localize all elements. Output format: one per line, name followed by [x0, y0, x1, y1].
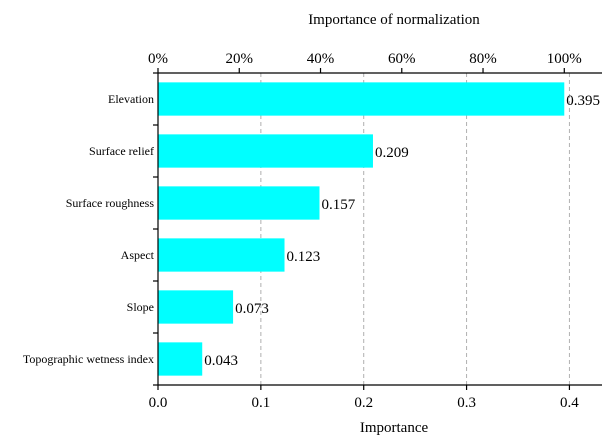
bar	[158, 134, 373, 168]
category-label: Surface roughness	[66, 196, 155, 210]
bar-layer	[158, 82, 565, 376]
category-label: Surface relief	[89, 144, 154, 158]
axis-layer	[153, 68, 602, 390]
bar	[158, 186, 320, 220]
x-axis-title: Importance	[360, 420, 429, 436]
category-label: Aspect	[121, 248, 155, 262]
bar-value-label: 0.043	[204, 353, 238, 369]
x-tick-label: 0.1	[251, 395, 270, 411]
grid-layer	[260, 73, 570, 385]
x-tick-label: 0.0	[149, 395, 168, 411]
bar	[158, 290, 234, 324]
category-label: Slope	[127, 300, 154, 314]
bar	[158, 342, 203, 376]
category-label: Topographic wetness index	[23, 352, 154, 366]
x-tick-label: 0.2	[354, 395, 373, 411]
bar-value-label: 0.123	[287, 249, 321, 265]
top-tick-label: 20%	[226, 51, 254, 67]
x-tick-label: 0.3	[457, 395, 476, 411]
bar-value-label: 0.157	[321, 197, 355, 213]
top-tick-label: 40%	[307, 51, 335, 67]
bar-value-label: 0.073	[235, 301, 269, 317]
top-tick-label: 80%	[469, 51, 497, 67]
bar-value-label: 0.395	[566, 93, 600, 109]
label-layer: 0.395 Elevation 0.209 Surface relief 0.157 Su…	[23, 51, 600, 411]
top-tick-label: 100%	[547, 51, 582, 67]
bar	[158, 238, 285, 272]
top-axis-title: Importance of normalization	[308, 12, 480, 28]
bar	[158, 82, 565, 116]
top-tick-label: 60%	[388, 51, 416, 67]
bar-value-label: 0.209	[375, 145, 409, 161]
x-tick-label: 0.4	[560, 395, 579, 411]
top-tick-label: 0%	[148, 51, 168, 67]
category-label: Elevation	[108, 92, 154, 106]
